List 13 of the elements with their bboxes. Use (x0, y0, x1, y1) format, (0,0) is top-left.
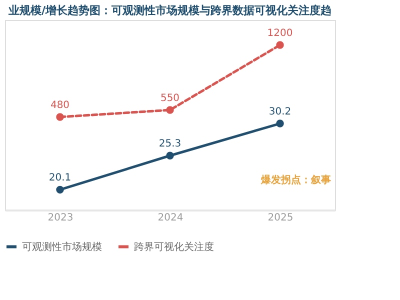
x-tick-label: 2023 (48, 212, 74, 224)
data-label: 20.1 (48, 172, 72, 184)
data-label: 480 (50, 100, 70, 111)
data-label: 1200 (267, 28, 293, 39)
data-label: 25.3 (158, 138, 182, 150)
annotation: 爆发拐点：叙事 (260, 174, 331, 186)
data-label: 30.2 (268, 106, 292, 118)
x-tick-label: 2025 (268, 212, 294, 224)
x-tick-label: 2024 (158, 212, 184, 224)
legend-label: 可观测性市场规模 (22, 240, 102, 253)
legend-label: 跨界可视化关注度 (134, 240, 214, 253)
data-label: 550 (160, 93, 180, 104)
chart-title: 业规模/增长趋势图：可观测性市场规模与跨界数据可视化关注度趋 (7, 4, 332, 17)
